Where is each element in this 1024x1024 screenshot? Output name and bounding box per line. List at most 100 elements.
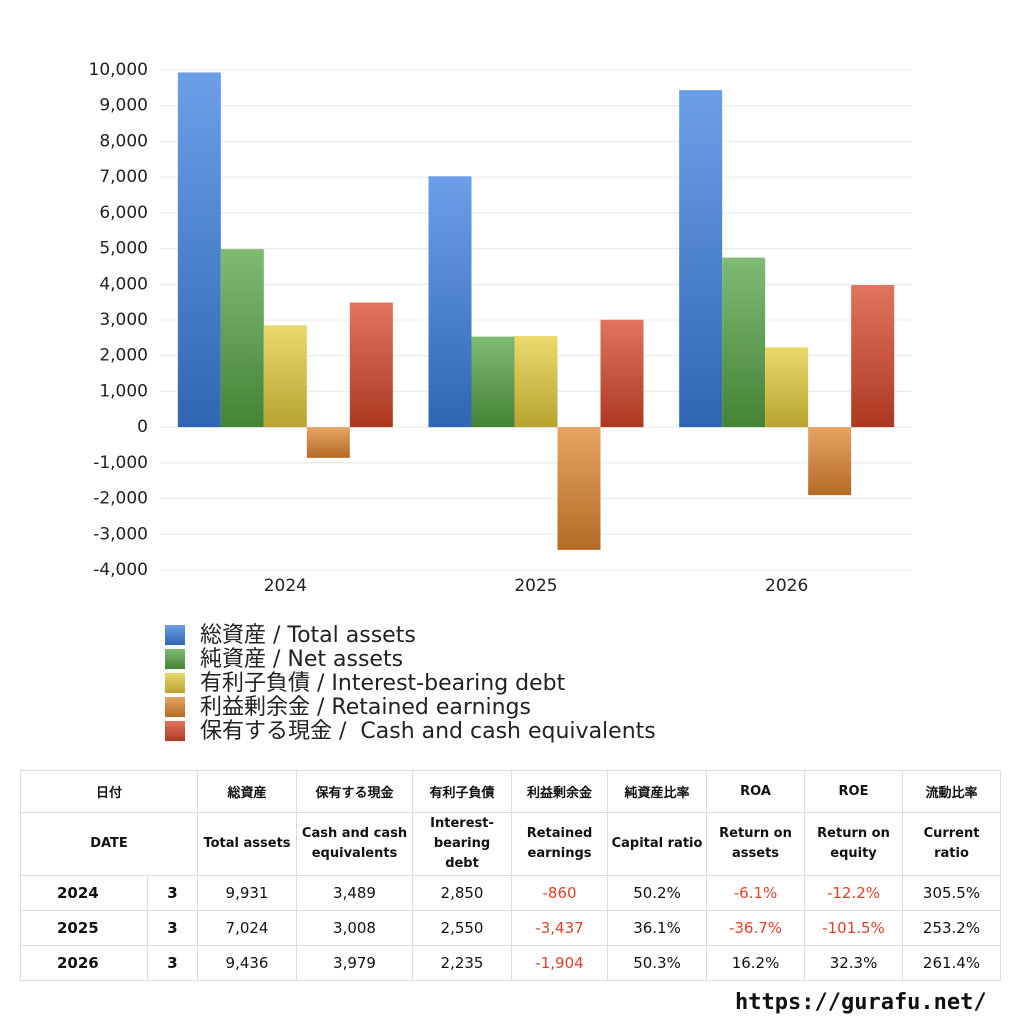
table-cell: 3 — [146, 875, 199, 911]
table-row: DATE Total assets Cash and cash equivalent… — [19, 812, 1002, 876]
y-tick-label: 2,000 — [99, 346, 148, 366]
y-tick-label: 1,000 — [99, 381, 148, 401]
chart: -4,000 -3,000 -2,000 -1,000 0 1,000 2,000 3,000… — [89, 60, 912, 744]
y-tick-label: 8,000 — [99, 131, 148, 151]
y-tick-label: 7,000 — [99, 167, 148, 187]
table-cell: Total assets — [197, 812, 298, 876]
legend-label: 総資産 / Total assets — [200, 623, 416, 648]
legend-label: 有利子負債 / Interest-bearing debt — [200, 671, 566, 696]
x-tick-label: 2026 — [765, 576, 808, 596]
table-cell: 総資産 — [197, 770, 298, 813]
table-cell: 3,489 — [296, 875, 414, 911]
table-cell: 3 — [146, 945, 199, 981]
table-cell: 50.3% — [607, 945, 708, 981]
table-cell: 2026 — [20, 945, 148, 981]
table-cell: 2,235 — [412, 945, 513, 981]
table-cell: 261.4% — [902, 945, 1002, 981]
table-cell: Interest-bearing debt — [412, 812, 513, 876]
legend-swatch — [165, 697, 185, 717]
bar — [679, 90, 723, 428]
bar — [428, 176, 472, 428]
footer-url: https://gurafu.net/ — [735, 990, 987, 1015]
table-cell: 2,850 — [412, 875, 513, 911]
y-tick-label: 9,000 — [99, 96, 148, 116]
y-tick-label: 4,000 — [99, 274, 148, 294]
table-cell: 305.5% — [902, 875, 1002, 911]
table-cell: 9,436 — [197, 945, 298, 981]
legend-swatch — [165, 721, 185, 741]
bar — [557, 427, 601, 550]
bar — [514, 336, 558, 428]
table-cell: ROE — [804, 770, 904, 813]
table-row: 2024 3 9,931 3,489 2,850 -860 50.2% -6.1% -12.2%… — [20, 875, 1002, 911]
table-cell: 50.2% — [607, 875, 708, 911]
table-cell: 16.2% — [706, 945, 806, 981]
y-tick-label: 0 — [137, 417, 148, 437]
bar — [349, 302, 393, 428]
table-cell: -3,437 — [511, 910, 609, 946]
bar — [220, 249, 264, 428]
bar — [765, 347, 809, 428]
y-tick-label: -1,000 — [93, 453, 148, 473]
y-tick-label: 6,000 — [99, 203, 148, 223]
table-cell: 2025 — [20, 910, 148, 946]
bar — [306, 427, 350, 458]
table-cell: -36.7% — [706, 910, 806, 946]
table-cell: 有利子負債 — [412, 770, 513, 813]
table-cell: Retained earnings — [511, 812, 609, 876]
table-cell: Return on equity — [804, 812, 904, 876]
table-cell: 保有する現金 — [296, 770, 414, 813]
table-cell: 日付 — [19, 770, 199, 813]
table-cell: Cash and cash equivalents — [296, 812, 414, 876]
table-row: 日付 総資産 保有する現金 有利子負債 利益剰余金 純資産比率 ROA ROE 流動比率 — [19, 770, 1002, 813]
y-tick-label: 5,000 — [99, 239, 148, 259]
table-cell: 利益剰余金 — [511, 770, 609, 813]
table-cell: 純資産比率 — [607, 770, 708, 813]
table-cell: 32.3% — [804, 945, 904, 981]
table-row: 2026 3 9,436 3,979 2,235 -1,904 50.3% 16.2% 32.3… — [20, 945, 1002, 981]
bar — [808, 427, 852, 496]
table-cell: Return on assets — [706, 812, 806, 876]
table-cell: 7,024 — [197, 910, 298, 946]
data-table: 日付 総資産 保有する現金 有利子負債 利益剰余金 純資産比率 ROA ROE 流動比率 DATE… — [19, 770, 1002, 981]
legend-label: 利益剰余金 / Retained earnings — [200, 695, 531, 720]
bar — [471, 336, 515, 428]
bar — [177, 72, 221, 428]
table-cell: 流動比率 — [902, 770, 1002, 813]
y-tick-label: -2,000 — [93, 489, 148, 509]
legend-swatch — [165, 673, 185, 693]
table-cell: 3 — [146, 910, 199, 946]
table-cell: -6.1% — [706, 875, 806, 911]
table-cell: -12.2% — [804, 875, 904, 911]
y-tick-label: -4,000 — [93, 560, 148, 580]
table-cell: 9,931 — [197, 875, 298, 911]
table-cell: Capital ratio — [607, 812, 708, 876]
table-cell: Current ratio — [902, 812, 1002, 876]
table-cell: 3,979 — [296, 945, 414, 981]
table-cell: 3,008 — [296, 910, 414, 946]
table-cell: -860 — [511, 875, 609, 911]
legend-label: 純資産 / Net assets — [200, 647, 403, 672]
legend-swatch — [165, 625, 185, 645]
legend-swatch — [165, 649, 185, 669]
bar — [263, 325, 307, 428]
y-tick-label: 3,000 — [99, 310, 148, 330]
bar — [600, 319, 644, 428]
legend-label: 保有する現金 / Cash and cash equivalents — [200, 719, 656, 744]
x-tick-label: 2024 — [264, 576, 307, 596]
y-tick-label: 10,000 — [89, 60, 148, 80]
table-cell: -1,904 — [511, 945, 609, 981]
bar — [851, 285, 895, 428]
table-cell: ROA — [706, 770, 806, 813]
table-cell: DATE — [19, 812, 199, 876]
table-cell: 253.2% — [902, 910, 1002, 946]
table-cell: -101.5% — [804, 910, 904, 946]
bar — [722, 257, 766, 428]
x-tick-label: 2025 — [514, 576, 557, 596]
table-cell: 2,550 — [412, 910, 513, 946]
y-tick-label: -3,000 — [93, 524, 148, 544]
table-cell: 36.1% — [607, 910, 708, 946]
table-cell: 2024 — [20, 875, 148, 911]
table-row: 2025 3 7,024 3,008 2,550 -3,437 36.1% -36.7% -10… — [20, 910, 1002, 946]
